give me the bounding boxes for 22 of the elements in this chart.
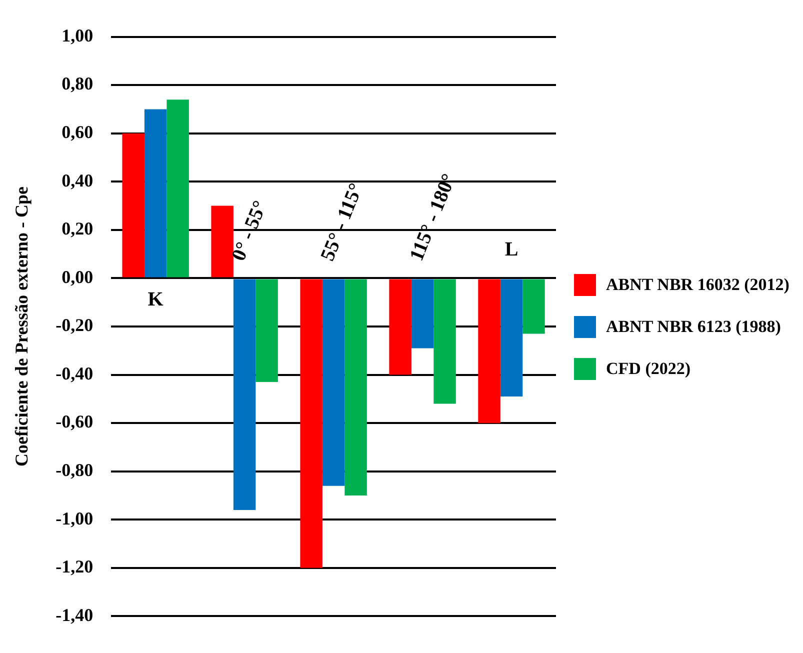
y-tick-label: 0,80 bbox=[62, 74, 94, 94]
y-tick-label: -0,40 bbox=[56, 363, 94, 384]
x-tick-label: L bbox=[504, 238, 518, 260]
y-tick-label: -1,00 bbox=[56, 508, 94, 528]
y-tick-label: -0,80 bbox=[56, 460, 94, 480]
y-tick-label: -1,20 bbox=[56, 556, 94, 577]
y-tick-label: 0,20 bbox=[62, 218, 94, 239]
y-tick-label: 0,00 bbox=[62, 266, 94, 287]
legend-label: CFD (2022) bbox=[606, 358, 691, 378]
legend-label: ABNT NBR 16032 (2012) bbox=[606, 274, 790, 294]
y-axis-title: Coeficiente de Pressão externo - Cpe bbox=[11, 186, 32, 467]
y-tick-label: -1,40 bbox=[56, 604, 94, 625]
x-tick-label: 55° - 115° bbox=[316, 180, 368, 264]
legend-label: ABNT NBR 6123 (1988) bbox=[606, 316, 781, 336]
x-tick-label: K bbox=[148, 288, 164, 310]
x-tick-label: 0° - 55° bbox=[228, 198, 272, 264]
y-tick-label: 1,00 bbox=[62, 25, 94, 46]
x-tick-label: 115° - 180° bbox=[406, 170, 460, 264]
y-tick-label: -0,60 bbox=[56, 412, 94, 432]
y-tick-label: 0,60 bbox=[62, 122, 94, 142]
y-tick-label: 0,40 bbox=[62, 170, 94, 190]
y-tick-label: -0,20 bbox=[56, 315, 94, 336]
